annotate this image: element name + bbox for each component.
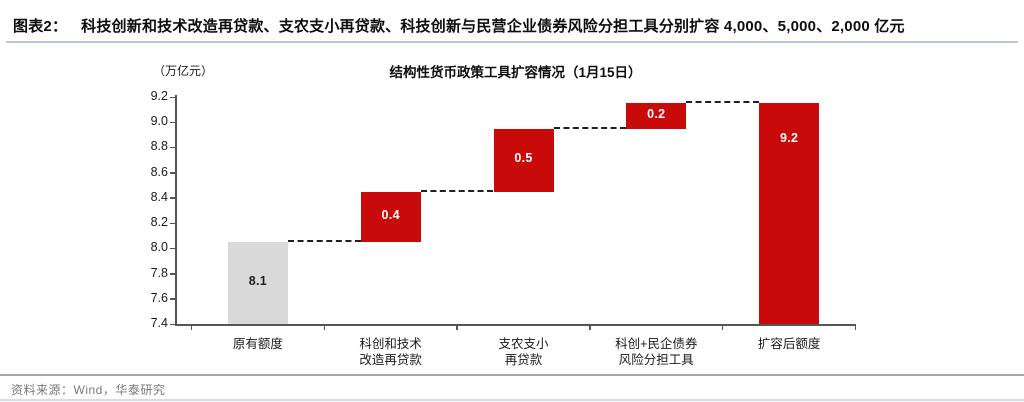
figure-header: 图表2： 科技创新和技术改造再贷款、支农支小再贷款、科技创新与民营企业债券风险分担… <box>13 15 1013 36</box>
y-axis-unit-label: （万亿元） <box>153 64 214 78</box>
y-axis-tick <box>170 146 175 149</box>
x-axis-tick <box>721 324 724 330</box>
x-category-label: 科创+民企债券 风险分担工具 <box>615 337 698 367</box>
x-category-label: 科创和技术 改造再贷款 <box>359 337 422 367</box>
y-axis-tick <box>170 247 175 250</box>
y-axis-tick <box>170 121 175 124</box>
waterfall-connector-dashed-line <box>686 101 760 104</box>
x-category-label: 扩容后额度 <box>757 337 821 351</box>
y-axis-tick-label: 9.0 <box>150 114 168 129</box>
bar-value-label: 0.5 <box>514 151 533 166</box>
x-axis-tick <box>456 324 458 330</box>
y-axis-tick-label: 8.4 <box>150 189 168 204</box>
x-axis-tick <box>854 324 857 330</box>
footer-divider-line <box>0 374 1024 376</box>
waterfall-bar <box>360 191 421 243</box>
y-axis-tick <box>170 323 175 325</box>
x-axis-tick <box>190 324 193 330</box>
y-axis-tick-label: 8.6 <box>150 164 168 179</box>
y-axis-tick <box>170 96 175 98</box>
y-axis-tick <box>170 273 175 275</box>
y-axis-tick-label: 8.0 <box>150 240 168 255</box>
x-axis-line <box>175 324 856 326</box>
y-axis-tick-label: 7.8 <box>150 265 168 280</box>
y-axis-tick-label: 8.8 <box>150 139 168 154</box>
y-axis-tick-label: 9.2 <box>150 89 168 103</box>
y-axis-tick <box>170 172 175 174</box>
header-divider-line <box>6 41 1018 43</box>
waterfall-bar <box>493 128 554 192</box>
waterfall-bar <box>227 242 288 324</box>
page-bottom-line <box>0 399 1024 401</box>
x-axis-tick <box>589 324 591 330</box>
waterfall-bar <box>626 103 687 129</box>
chart-title: 结构性货币政策工具扩容情况（1月15日） <box>389 65 642 80</box>
bar-value-label: 0.2 <box>647 106 666 121</box>
waterfall-bar <box>759 103 820 324</box>
y-axis-line <box>175 95 177 324</box>
waterfall-connector-dashed-line <box>287 240 361 243</box>
y-axis-tick <box>170 197 175 199</box>
bar-value-label: 9.2 <box>779 131 799 146</box>
y-axis-tick <box>170 298 175 300</box>
waterfall-connector-dashed-line <box>420 189 494 192</box>
bar-value-label: 8.1 <box>248 274 268 288</box>
bar-value-label: 0.4 <box>381 207 400 222</box>
x-axis-tick <box>323 324 326 330</box>
y-axis-tick-label: 7.6 <box>150 290 168 305</box>
y-axis-tick-label: 8.2 <box>150 215 168 230</box>
data-source-note: 资料来源：Wind，华泰研究 <box>11 383 166 397</box>
y-axis-tick-label: 7.4 <box>150 316 168 330</box>
figure-number-label: 图表2： <box>13 18 68 35</box>
figure-title: 科技创新和技术改造再贷款、支农支小再贷款、科技创新与民营企业债券风险分担工具分别… <box>81 18 905 35</box>
waterfall-connector-dashed-line <box>553 126 627 129</box>
x-category-label: 原有额度 <box>232 337 283 351</box>
x-category-label: 支农支小 再贷款 <box>498 337 549 367</box>
y-axis-tick <box>170 222 175 225</box>
